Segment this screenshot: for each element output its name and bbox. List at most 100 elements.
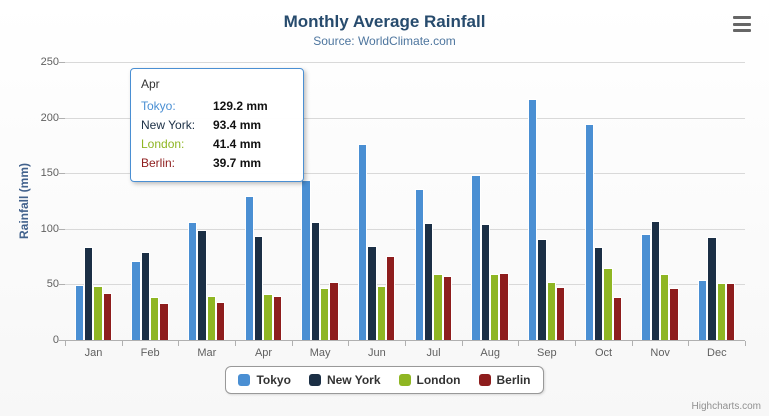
bar-tokyo-nov[interactable] bbox=[641, 233, 651, 340]
legend-label: London bbox=[416, 373, 461, 387]
bar-london-oct[interactable] bbox=[603, 267, 613, 340]
bar-london-mar[interactable] bbox=[206, 296, 216, 340]
y-axis-tick bbox=[59, 228, 65, 230]
bar-tokyo-dec[interactable] bbox=[697, 279, 708, 340]
y-axis-label: 200 bbox=[40, 111, 59, 124]
bar-new-york-apr[interactable] bbox=[253, 236, 264, 340]
bar-new-york-oct[interactable] bbox=[593, 247, 604, 340]
y-axis-tick bbox=[59, 340, 65, 341]
legend-label: Berlin bbox=[496, 373, 531, 387]
bar-berlin-apr[interactable] bbox=[272, 295, 283, 340]
x-axis-tick bbox=[745, 341, 746, 346]
bar-tokyo-oct[interactable] bbox=[584, 124, 594, 340]
legend-item-new-york[interactable]: New York bbox=[308, 373, 381, 387]
legend-item-tokyo[interactable]: Tokyo bbox=[238, 373, 291, 387]
legend-label: New York bbox=[326, 373, 381, 387]
bar-new-york-sep[interactable] bbox=[537, 238, 547, 340]
x-axis-tick bbox=[348, 341, 350, 346]
hamburger-line bbox=[733, 16, 751, 19]
bar-new-york-mar[interactable] bbox=[197, 230, 207, 340]
tooltip-rows: Tokyo: 129.2 mm New York: 93.4 mm London: 41.… bbox=[141, 97, 293, 173]
tooltip-header: Apr bbox=[141, 77, 160, 91]
bar-tokyo-sep[interactable] bbox=[527, 99, 538, 340]
bar-tokyo-apr[interactable] bbox=[244, 196, 254, 340]
bar-london-feb[interactable] bbox=[150, 296, 160, 340]
bar-new-york-feb[interactable] bbox=[140, 252, 150, 340]
credits-link[interactable]: Highcharts.com bbox=[691, 401, 761, 412]
bar-berlin-jul[interactable] bbox=[442, 276, 453, 340]
bar-london-sep[interactable] bbox=[546, 281, 556, 340]
bar-new-york-jul[interactable] bbox=[423, 223, 434, 340]
tooltip-row: Berlin: 39.7 mm bbox=[141, 154, 293, 173]
bar-new-york-aug[interactable] bbox=[480, 224, 490, 340]
chart-title: Monthly Average Rainfall bbox=[283, 12, 486, 31]
legend-item-london[interactable]: London bbox=[398, 373, 461, 387]
bar-berlin-mar[interactable] bbox=[216, 301, 226, 340]
x-axis-label: Jun bbox=[367, 347, 386, 359]
tooltip-row: Tokyo: 129.2 mm bbox=[141, 97, 293, 116]
bar-tokyo-aug[interactable] bbox=[471, 174, 481, 340]
bar-berlin-sep[interactable] bbox=[556, 287, 566, 340]
legend: Tokyo New York London Berlin bbox=[225, 366, 544, 394]
x-axis-label: Oct bbox=[594, 347, 613, 359]
bar-tokyo-jun[interactable] bbox=[357, 144, 368, 340]
legend-container: Tokyo New York London Berlin bbox=[0, 366, 769, 394]
x-axis-label: Aug bbox=[480, 347, 500, 359]
bar-london-nov[interactable] bbox=[660, 274, 670, 340]
bar-berlin-feb[interactable] bbox=[159, 303, 169, 340]
y-axis-label: 100 bbox=[40, 222, 59, 235]
tooltip: Apr Tokyo: 129.2 mm New York: 93.4 mm London… bbox=[130, 68, 304, 182]
legend-label: Tokyo bbox=[256, 373, 291, 387]
y-axis-tick bbox=[59, 284, 65, 286]
bar-london-jan[interactable] bbox=[93, 285, 103, 340]
bar-new-york-jan[interactable] bbox=[83, 247, 94, 340]
gridline bbox=[65, 173, 745, 175]
bar-berlin-oct[interactable] bbox=[612, 296, 623, 340]
x-axis-label: Nov bbox=[650, 347, 670, 359]
bar-tokyo-jan[interactable] bbox=[74, 284, 84, 340]
bar-london-jun[interactable] bbox=[376, 286, 386, 340]
y-axis-label: 250 bbox=[40, 56, 59, 68]
x-axis-tick bbox=[575, 341, 576, 346]
bar-berlin-dec[interactable] bbox=[726, 283, 736, 340]
bar-new-york-jun[interactable] bbox=[367, 246, 377, 340]
bar-london-apr[interactable] bbox=[263, 293, 273, 340]
legend-marker-icon bbox=[238, 374, 251, 386]
bar-new-york-dec[interactable] bbox=[707, 237, 717, 340]
bar-london-aug[interactable] bbox=[490, 273, 500, 340]
bar-berlin-nov[interactable] bbox=[669, 287, 679, 340]
legend-marker-icon bbox=[398, 374, 411, 386]
x-axis-tick bbox=[121, 341, 123, 346]
bar-berlin-jun[interactable] bbox=[386, 256, 396, 340]
x-axis-label: Jul bbox=[426, 347, 441, 359]
tooltip-series-label: Tokyo: bbox=[141, 99, 176, 113]
bar-tokyo-may[interactable] bbox=[301, 179, 311, 340]
x-axis-label: Mar bbox=[197, 347, 217, 359]
tooltip-series-label: Berlin: bbox=[141, 156, 176, 170]
plot-area bbox=[59, 62, 746, 346]
gridline bbox=[65, 117, 745, 119]
x-axis-label: May bbox=[309, 347, 331, 359]
bar-new-york-may[interactable] bbox=[310, 222, 320, 340]
x-axis-label: Apr bbox=[254, 347, 273, 359]
x-axis-tick bbox=[235, 341, 236, 346]
bar-berlin-may[interactable] bbox=[329, 281, 339, 340]
legend-item-berlin[interactable]: Berlin bbox=[478, 373, 531, 387]
bar-london-may[interactable] bbox=[320, 287, 330, 340]
y-axis-tick bbox=[59, 173, 65, 175]
bar-london-dec[interactable] bbox=[716, 283, 726, 340]
x-axis-label: Sep bbox=[537, 347, 557, 359]
export-menu-icon[interactable] bbox=[733, 15, 753, 33]
bar-berlin-jan[interactable] bbox=[102, 292, 113, 340]
bar-berlin-aug[interactable] bbox=[499, 272, 509, 340]
y-axis-tick bbox=[59, 117, 65, 119]
tooltip-series-value: 41.4 mm bbox=[213, 137, 262, 151]
tooltip-series-label: London: bbox=[141, 137, 185, 151]
bar-tokyo-mar[interactable] bbox=[187, 221, 198, 340]
bar-new-york-nov[interactable] bbox=[650, 221, 660, 340]
bar-tokyo-jul[interactable] bbox=[414, 189, 424, 340]
bar-tokyo-feb[interactable] bbox=[131, 260, 141, 340]
bar-london-jul[interactable] bbox=[433, 274, 443, 340]
tooltip-row: New York: 93.4 mm bbox=[141, 116, 293, 135]
